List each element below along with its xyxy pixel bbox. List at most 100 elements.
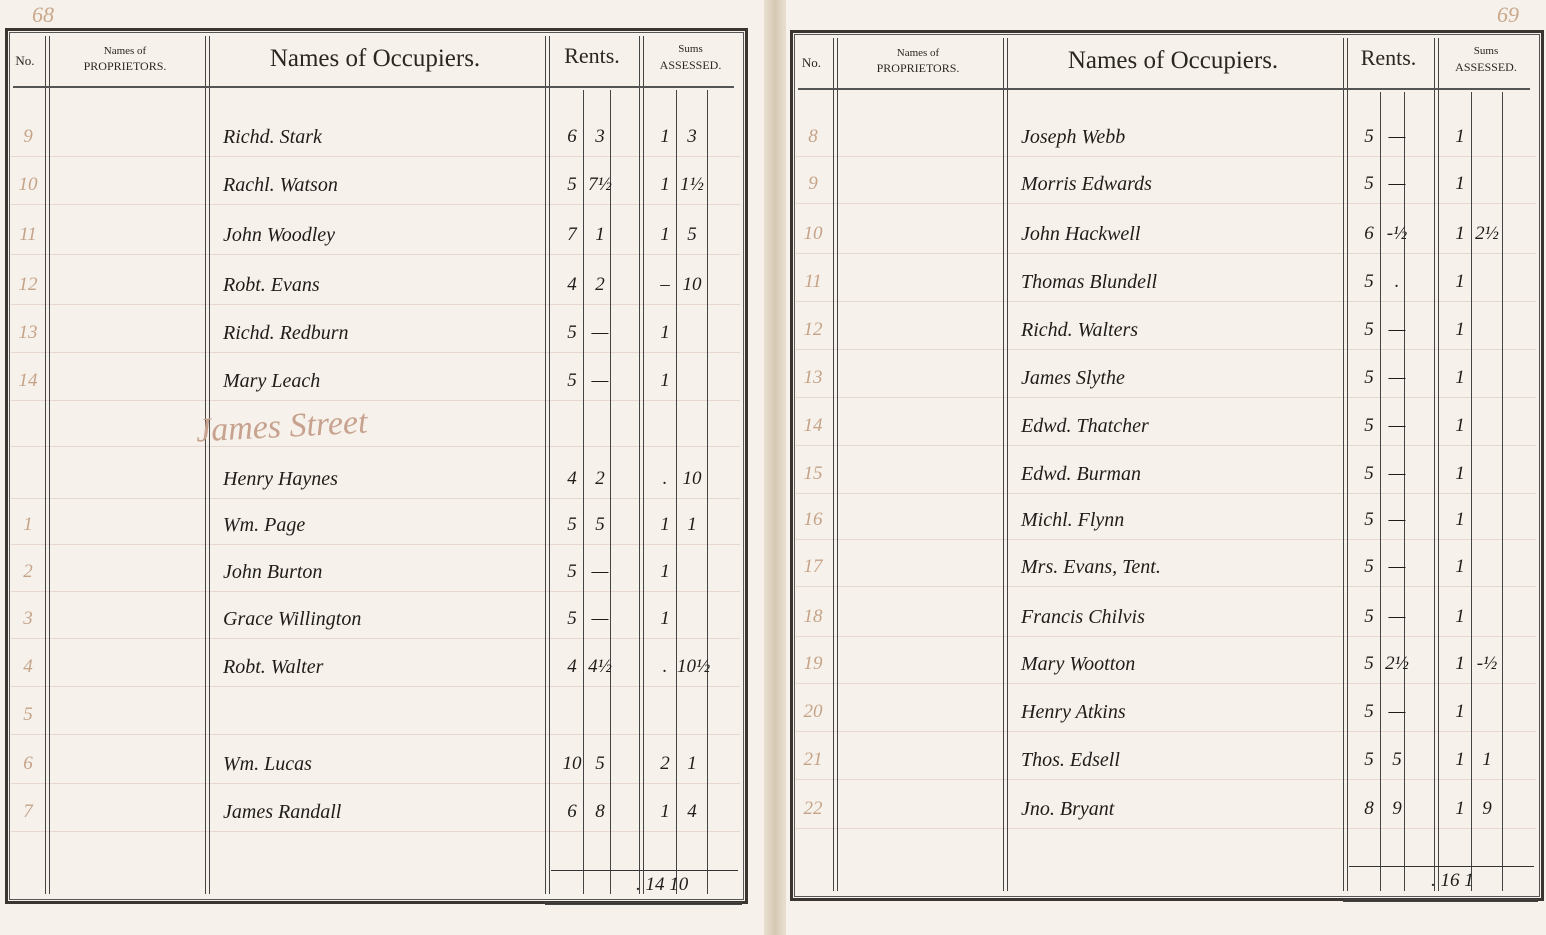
left-ruled-line (11, 446, 740, 447)
right-ruled-line (796, 203, 1536, 204)
right-column-divider (1343, 38, 1348, 891)
right-ruled-line (796, 683, 1536, 684)
rent-shillings: 5 (1392, 749, 1402, 770)
rent-pounds: 5 (1364, 606, 1374, 627)
rent-pounds: 6 (567, 801, 577, 822)
left-column-divider (545, 36, 550, 894)
rent-shillings: — (1388, 463, 1406, 484)
rent-shillings: — (1388, 126, 1406, 147)
rent-pounds: 4 (567, 468, 577, 489)
rent-shillings: — (1388, 319, 1406, 340)
right-header-sums-top: Sums (1473, 45, 1499, 57)
sum-assessed-shillings: 1 (660, 801, 670, 822)
row-number: 2 (23, 561, 33, 582)
left-table-frame (5, 28, 748, 904)
rent-shillings: — (1388, 173, 1406, 194)
rent-pounds: 5 (1364, 463, 1374, 484)
rent-shillings: 2½ (1385, 653, 1409, 674)
occupier-name: Thos. Edsell (1021, 749, 1120, 771)
row-number: 9 (808, 173, 818, 194)
rent-pounds: 8 (1364, 798, 1374, 819)
left-ruled-line (11, 638, 740, 639)
sum-assessed-shillings: – (660, 274, 670, 295)
left-header-occupiers: Names of Occupiers. (269, 45, 481, 72)
sum-assessed-shillings: . (662, 656, 668, 677)
rent-pounds: 4 (567, 274, 577, 295)
left-header-no: No. (15, 53, 35, 68)
sum-assessed-shillings: 1 (1455, 173, 1465, 194)
left-ruled-line (11, 498, 740, 499)
left-header-proprietors-top: Names of (103, 45, 147, 57)
sum-assessed-shillings: 1 (1455, 415, 1465, 436)
sum-assessed-shillings: 1 (660, 126, 670, 147)
right-header-rents: Rents. (1360, 45, 1417, 70)
rent-pounds: 5 (1364, 509, 1374, 530)
right-header-no: No. (801, 55, 822, 70)
rent-shillings: — (591, 561, 609, 582)
occupier-name: Richd. Walters (1021, 319, 1139, 341)
occupier-name: James Randall (223, 801, 342, 823)
sum-assessed-pence: 1½ (680, 174, 704, 195)
sum-assessed-pence: 9 (1482, 798, 1492, 819)
rent-shillings: 3 (595, 126, 605, 147)
right-header-sums-bottom: ASSESSED. (1455, 60, 1517, 74)
sum-assessed-pence: 1 (687, 753, 697, 774)
right-column-divider (1434, 38, 1439, 891)
left-header-sums-bottom: ASSESSED. (659, 58, 722, 72)
rent-shillings: — (591, 322, 609, 343)
occupier-name: Mary Wootton (1021, 653, 1136, 675)
sum-assessed-pence: 1 (687, 514, 697, 535)
row-number: 8 (808, 126, 818, 147)
row-number: 11 (19, 224, 37, 245)
right-ruled-line (796, 349, 1536, 350)
right-ruled-line (796, 253, 1536, 254)
rent-shillings: 2 (595, 274, 605, 295)
left-column-divider (205, 36, 210, 894)
sum-assessed-pence: 10 (682, 468, 702, 489)
left-ruled-line (11, 544, 740, 545)
right-header-proprietors-bottom: PROPRIETORS. (876, 61, 960, 75)
left-ruled-line (11, 254, 740, 255)
right-total-rule (1349, 866, 1534, 867)
rent-pounds: 5 (1364, 319, 1374, 340)
row-number: 13 (803, 367, 823, 388)
sum-assessed-shillings: 1 (1455, 701, 1465, 722)
occupier-name: Richd. Redburn (223, 322, 349, 344)
sum-assessed-shillings: 1 (1455, 126, 1465, 147)
occupier-name: Henry Atkins (1021, 701, 1126, 723)
right-ruled-line (796, 636, 1536, 637)
right-header-occupiers: Names of Occupiers. (1067, 47, 1279, 74)
row-number: 9 (23, 126, 33, 147)
row-number: 22 (803, 798, 823, 819)
occupier-name: Richd. Stark (223, 126, 322, 148)
rent-pounds: 5 (1364, 749, 1374, 770)
sum-assessed-shillings: 1 (660, 370, 670, 391)
sum-assessed-shillings: 1 (1455, 653, 1465, 674)
rent-pounds: 5 (1364, 367, 1374, 388)
right-bottom-double-rule (1343, 899, 1538, 902)
sum-assessed-shillings: 2 (660, 753, 670, 774)
rent-shillings: 8 (595, 801, 605, 822)
occupier-name: Edwd. Thatcher (1021, 415, 1149, 437)
rent-pounds: 5 (1364, 126, 1374, 147)
sum-assessed-pence: 2½ (1475, 223, 1499, 244)
right-ruled-line (796, 779, 1536, 780)
rent-pounds: 5 (1364, 173, 1374, 194)
right-column-total: . 16 1 (1431, 870, 1474, 891)
left-column-divider (639, 36, 644, 894)
rent-shillings: — (1388, 367, 1406, 388)
left-ruled-line (11, 591, 740, 592)
occupier-name: Robt. Walter (223, 656, 324, 678)
sum-assessed-shillings: 1 (1455, 556, 1465, 577)
row-number: 18 (803, 606, 823, 627)
sum-assessed-shillings: 1 (660, 561, 670, 582)
rent-shillings: . (1394, 271, 1400, 292)
occupier-name: Jno. Bryant (1021, 798, 1115, 820)
left-ruled-line (11, 783, 740, 784)
occupier-name: Grace Willington (223, 608, 362, 630)
sum-assessed-pence: 4 (687, 801, 697, 822)
sum-assessed-shillings: 1 (1455, 223, 1465, 244)
rent-shillings: 1 (595, 224, 605, 245)
rent-shillings: 9 (1392, 798, 1402, 819)
row-number: 6 (23, 753, 33, 774)
